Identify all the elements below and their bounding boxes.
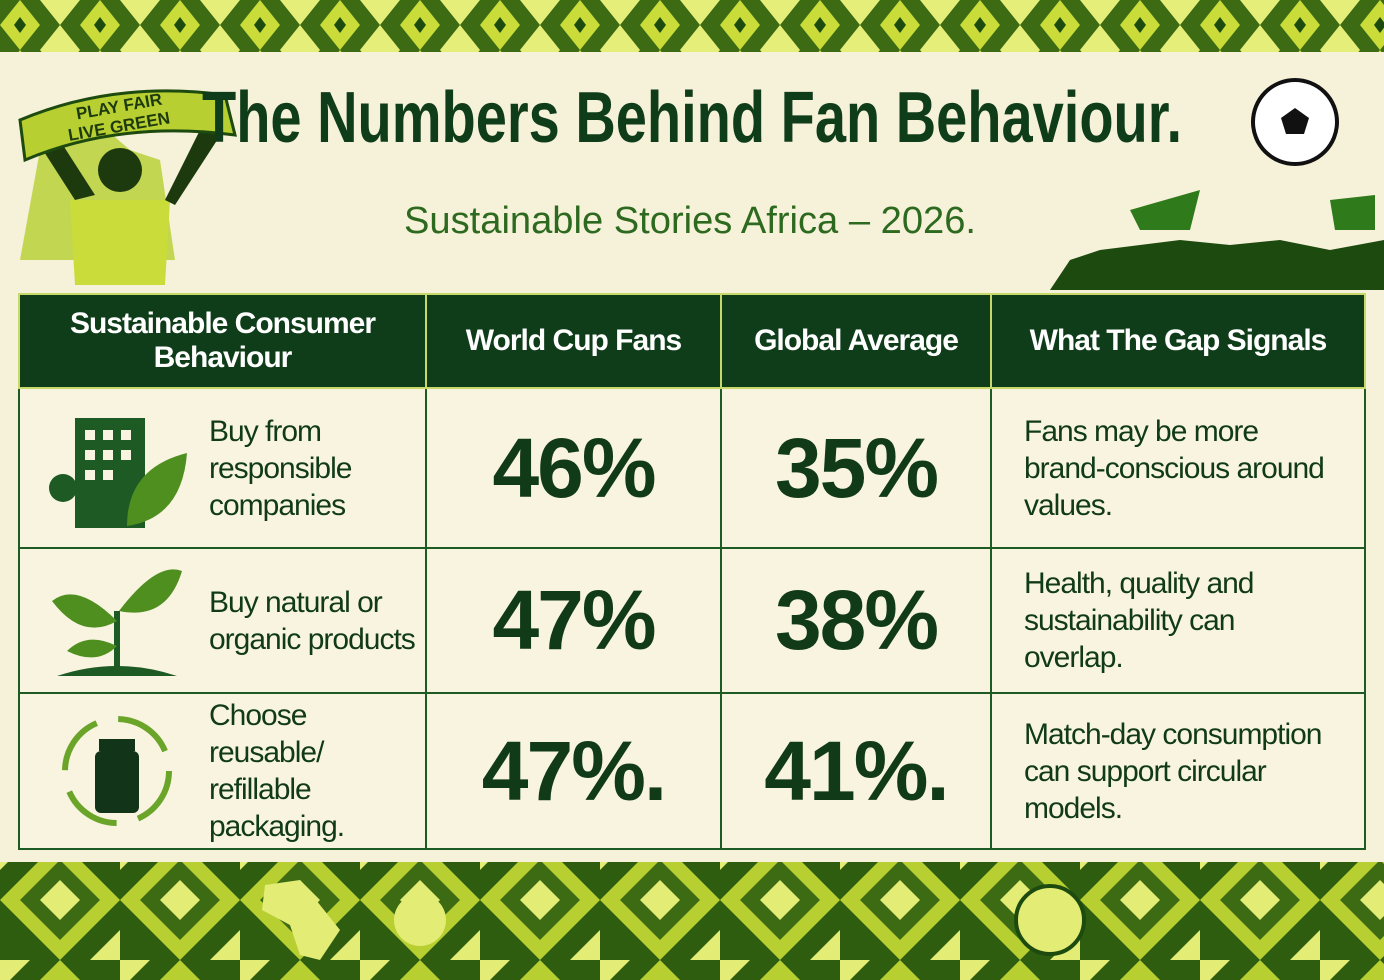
behaviour: Buy natural or organic products — [209, 585, 416, 656]
gap-signal: Fans may be more brand-conscious around … — [990, 387, 1366, 549]
plant-icon — [52, 568, 182, 676]
column-header: Global Average — [720, 293, 992, 389]
gap-signal: Health, quality and sustainability can o… — [990, 547, 1366, 694]
data-table: Sustainable Consumer Behaviour World Cup… — [18, 293, 1366, 850]
world-cup-value: 46% — [425, 387, 722, 549]
world-cup-value: 47%. — [425, 692, 722, 850]
building-icon — [49, 418, 187, 528]
column-header: World Cup Fans — [425, 293, 722, 389]
column-header: What The Gap Signals — [990, 293, 1366, 389]
global-value: 38% — [720, 547, 992, 694]
global-value: 41%. — [720, 692, 992, 850]
world-cup-value: 47% — [425, 547, 722, 694]
subtitle: Sustainable Stories Africa – 2026. — [404, 200, 976, 242]
behaviour: Buy from responsible companies — [209, 414, 352, 522]
behaviour: Choose reusable/ refillable packaging. — [209, 699, 345, 843]
global-value: 35% — [720, 387, 992, 549]
reuse-icon — [62, 716, 172, 826]
gap-signal: Match-day consumption can support circul… — [990, 692, 1366, 850]
column-header: Sustainable Consumer Behaviour — [18, 293, 427, 389]
title: The Numbers Behind Fan Behaviour. — [202, 78, 1182, 158]
